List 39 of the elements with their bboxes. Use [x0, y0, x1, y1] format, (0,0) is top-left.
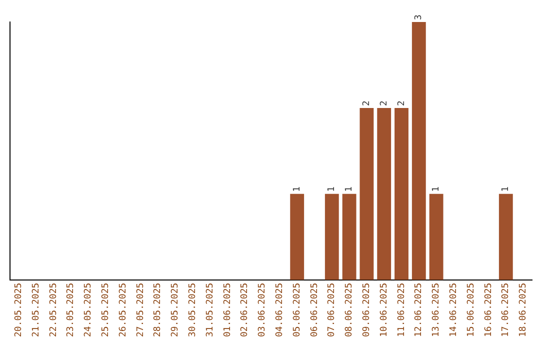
x-tick-label: 10.06.2025: [379, 282, 390, 338]
x-tick-label: 06.06.2025: [310, 282, 320, 338]
x-tick-label: 01.06.2025: [222, 282, 233, 338]
x-tick-label: 29.05.2025: [170, 282, 181, 338]
x-tick-label: 22.05.2025: [48, 282, 59, 338]
data-label: 3: [414, 14, 424, 20]
x-tick-label: 09.06.2025: [362, 282, 372, 338]
x-tick-label: 31.05.2025: [205, 282, 216, 338]
data-label: 1: [292, 186, 302, 192]
x-tick-label: 28.05.2025: [153, 282, 164, 338]
x-tick-label: 04.06.2025: [275, 282, 286, 338]
x-tick-label: 17.06.2025: [501, 282, 512, 338]
x-tick-label: 12.06.2025: [414, 282, 424, 338]
x-tick-label: 02.06.2025: [240, 282, 250, 338]
data-label: 1: [501, 186, 512, 192]
x-tick-label: 05.06.2025: [292, 282, 302, 338]
x-tick-label: 15.06.2025: [466, 282, 476, 338]
x-tick-label: 13.06.2025: [432, 282, 442, 338]
x-tick-label: 20.05.2025: [14, 282, 24, 338]
data-label: 1: [432, 186, 442, 192]
x-tick-label: 16.06.2025: [484, 282, 494, 338]
x-tick-label: 26.05.2025: [118, 282, 128, 338]
x-tick-label: 24.05.2025: [84, 282, 94, 338]
x-tick-label: 11.06.2025: [396, 282, 407, 338]
x-tick-label: 07.06.2025: [327, 282, 338, 338]
x-tick-label: 08.06.2025: [344, 282, 355, 338]
x-tick-label: 23.05.2025: [66, 282, 76, 338]
x-tick-label: 14.06.2025: [449, 282, 460, 338]
x-tick-label: 21.05.2025: [31, 282, 42, 338]
x-tick-label: 27.05.2025: [136, 282, 146, 338]
data-label: 2: [396, 100, 407, 106]
data-label: 1: [344, 186, 355, 192]
x-tick-label: 30.05.2025: [188, 282, 198, 338]
x-tick-label: 03.06.2025: [258, 282, 268, 338]
x-tick-label: 25.05.2025: [101, 282, 112, 338]
data-label: 2: [379, 100, 390, 106]
data-label: 2: [362, 100, 372, 106]
x-tick-label: 18.06.2025: [518, 282, 529, 338]
data-label: 1: [327, 186, 338, 192]
